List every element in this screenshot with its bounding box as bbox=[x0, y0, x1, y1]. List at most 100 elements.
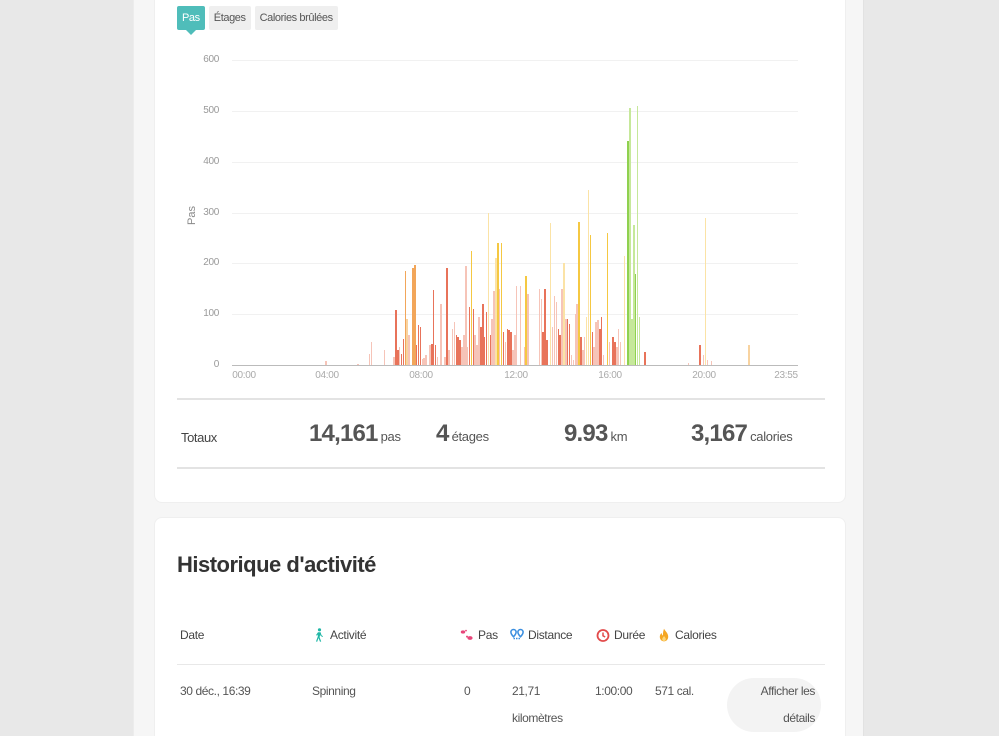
step-bar bbox=[448, 349, 450, 366]
step-bar bbox=[508, 330, 510, 365]
history-title: Historique d'activité bbox=[177, 552, 376, 577]
tab-floors[interactable]: Étages bbox=[208, 6, 251, 30]
step-bar bbox=[570, 354, 573, 365]
step-bar bbox=[538, 288, 541, 366]
step-bar bbox=[578, 221, 580, 365]
x-tick: 00:00 bbox=[232, 370, 256, 381]
gridline bbox=[232, 60, 798, 61]
step-bar bbox=[617, 329, 620, 365]
total-calories: 3,167 calories bbox=[691, 420, 793, 448]
step-bar bbox=[370, 342, 372, 365]
step-bar bbox=[523, 347, 525, 365]
step-bar bbox=[457, 337, 459, 365]
page-container: Pas Étages Calories brûlées Pas 600 500 … bbox=[133, 0, 864, 736]
step-bar bbox=[459, 339, 461, 365]
totals-label: Totaux bbox=[181, 430, 217, 445]
step-bar bbox=[542, 332, 544, 365]
step-bar bbox=[434, 344, 437, 365]
step-bar bbox=[540, 298, 542, 365]
steps-chart-card: Pas Étages Calories brûlées Pas 600 500 … bbox=[154, 0, 846, 503]
step-bar bbox=[623, 255, 626, 365]
step-bar bbox=[553, 296, 556, 365]
step-bar bbox=[446, 268, 448, 365]
show-details-button[interactable]: Afficher les détails bbox=[727, 678, 821, 732]
step-bar bbox=[465, 265, 467, 365]
step-bar bbox=[595, 321, 597, 365]
step-bar bbox=[485, 311, 488, 365]
step-bar bbox=[498, 288, 501, 366]
step-bar bbox=[357, 363, 359, 365]
total-steps-value: 14,161 bbox=[309, 420, 378, 447]
row-activity: Spinning bbox=[312, 684, 356, 698]
row-distance: 21,71 kilomètres bbox=[512, 678, 563, 732]
y-tick: 100 bbox=[203, 308, 219, 319]
step-bar bbox=[631, 319, 633, 366]
step-bar bbox=[423, 357, 425, 365]
step-bar bbox=[419, 326, 422, 365]
step-bar bbox=[606, 232, 609, 365]
tab-calories-burned[interactable]: Calories brûlées bbox=[254, 6, 338, 30]
step-bar bbox=[436, 357, 439, 365]
step-bar bbox=[412, 268, 414, 365]
step-bar bbox=[614, 342, 616, 365]
step-bar bbox=[474, 334, 476, 365]
step-bar bbox=[491, 319, 493, 366]
step-bar bbox=[487, 212, 490, 365]
tab-steps[interactable]: Pas bbox=[177, 6, 205, 35]
step-bar bbox=[580, 337, 582, 365]
gridline bbox=[232, 263, 798, 264]
step-bar bbox=[636, 105, 639, 366]
step-bar bbox=[565, 319, 567, 366]
step-bar bbox=[497, 243, 499, 365]
step-bar bbox=[425, 354, 427, 365]
footprints-icon bbox=[460, 629, 473, 640]
x-tick: 08:00 bbox=[409, 370, 433, 381]
step-bar bbox=[559, 334, 561, 365]
step-bar bbox=[400, 353, 403, 365]
step-bar bbox=[597, 320, 599, 365]
column-header-date: Date bbox=[180, 628, 204, 642]
step-bar bbox=[483, 337, 486, 365]
step-bar bbox=[593, 347, 595, 365]
column-header-distance: Distance bbox=[510, 628, 573, 642]
step-bar bbox=[393, 357, 395, 365]
step-bar bbox=[551, 326, 554, 365]
step-bar bbox=[383, 349, 386, 366]
column-duration-label: Durée bbox=[614, 628, 646, 642]
gridline bbox=[232, 314, 798, 315]
step-bar bbox=[699, 344, 701, 365]
step-bar bbox=[568, 324, 571, 365]
step-bar bbox=[402, 338, 405, 365]
x-tick: 04:00 bbox=[315, 370, 339, 381]
step-bar bbox=[608, 342, 610, 365]
row-distance-value: 21,71 bbox=[512, 684, 541, 698]
step-bar bbox=[582, 349, 584, 366]
step-bar bbox=[455, 334, 457, 365]
step-bar bbox=[514, 334, 516, 365]
column-activity-label: Activité bbox=[330, 628, 367, 642]
step-bar bbox=[470, 250, 473, 365]
step-bar bbox=[406, 319, 408, 366]
step-bar bbox=[489, 334, 491, 365]
row-calories: 571 cal. bbox=[655, 684, 694, 698]
step-bar bbox=[644, 352, 646, 365]
x-axis-line bbox=[232, 365, 798, 366]
step-bar bbox=[461, 347, 463, 365]
gridline bbox=[232, 213, 798, 214]
table-header-divider bbox=[177, 664, 825, 665]
row-steps: 0 bbox=[464, 684, 471, 698]
total-distance-unit: km bbox=[610, 429, 628, 444]
x-tick: 16:00 bbox=[598, 370, 622, 381]
step-bar bbox=[398, 347, 401, 365]
step-bar bbox=[515, 286, 518, 365]
step-bar bbox=[619, 342, 622, 365]
step-bar bbox=[472, 309, 474, 365]
step-bar bbox=[589, 235, 592, 365]
step-bar bbox=[627, 141, 629, 365]
step-bar bbox=[687, 362, 690, 365]
total-floors-value: 4 bbox=[436, 420, 449, 447]
step-bar bbox=[555, 301, 558, 365]
y-tick: 0 bbox=[213, 359, 220, 370]
step-bar bbox=[748, 344, 750, 365]
step-bar bbox=[453, 321, 456, 365]
